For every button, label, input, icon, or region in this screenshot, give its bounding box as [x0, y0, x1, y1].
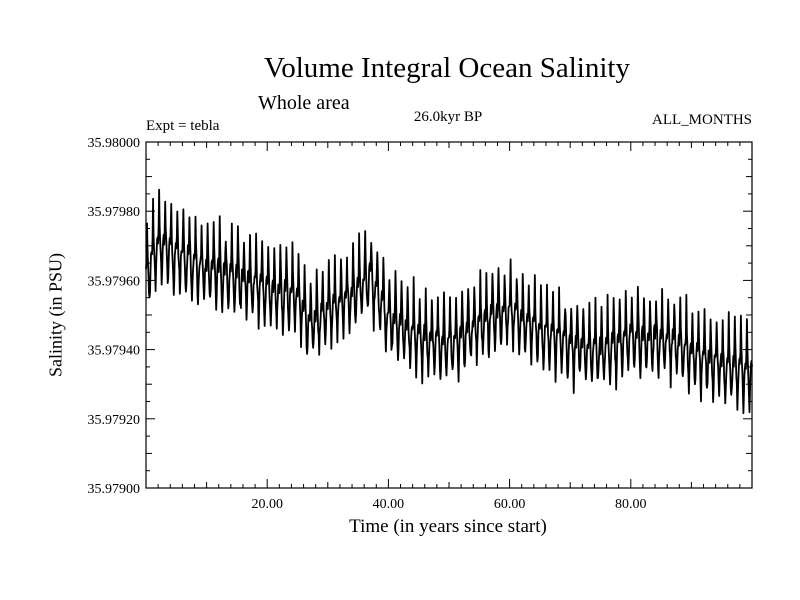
- y-tick-label: 35.97960: [88, 274, 141, 289]
- x-tick-label: 80.00: [615, 497, 647, 512]
- y-tick-label: 35.97900: [88, 482, 141, 497]
- chart-subtitle: Whole area: [258, 92, 350, 114]
- months-label: ALL_MONTHS: [652, 112, 752, 128]
- y-tick-label: 35.98000: [88, 136, 141, 151]
- y-tick-label: 35.97980: [88, 205, 141, 220]
- salinity-series-line: [145, 188, 753, 415]
- x-tick-label: 40.00: [373, 497, 405, 512]
- plot-frame: [145, 141, 753, 489]
- series-layer: [145, 188, 753, 415]
- x-axis-label: Time (in years since start): [349, 516, 547, 537]
- experiment-label: Expt = tebla: [146, 118, 220, 134]
- chart-title: Volume Integral Ocean Salinity: [264, 52, 630, 84]
- y-axis-label: Salinity (in PSU): [45, 252, 66, 378]
- x-tick-label: 60.00: [494, 497, 526, 512]
- tick-labels: 20.00 40.00 60.00 80.00 35.97900 35.97920 35.9…: [88, 136, 647, 512]
- y-tick-label: 35.97940: [88, 344, 141, 359]
- y-tick-label: 35.97920: [88, 413, 141, 428]
- x-tick-label: 20.00: [251, 497, 283, 512]
- period-label: 26.0kyr BP: [413, 109, 483, 125]
